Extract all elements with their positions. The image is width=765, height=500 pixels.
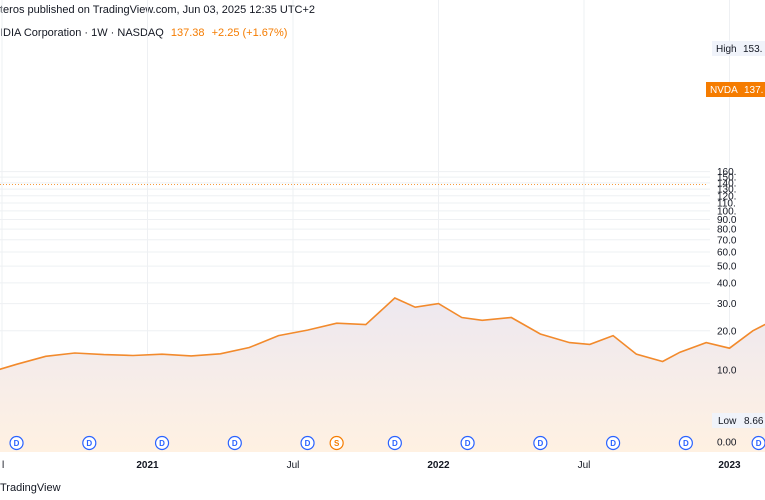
event-letter: D: [305, 439, 311, 448]
event-shape: [387, 435, 402, 451]
event-letter: D: [232, 439, 238, 448]
y-tick-label: 20.0: [717, 326, 737, 337]
price-area-fill: [0, 298, 765, 452]
event-shape: [227, 435, 242, 451]
event-marker-d[interactable]: D: [82, 435, 97, 451]
x-tick-label: 2023: [718, 460, 741, 471]
y-tick-label: 50.0: [717, 262, 737, 273]
event-markers: DDDDDSDDDDDDDDEEEEEEEDD: [9, 435, 765, 451]
event-shape: [154, 435, 170, 451]
high-label: High: [716, 44, 737, 55]
low-value: 8.66: [744, 416, 764, 427]
y-tick-label: 30.0: [717, 299, 737, 310]
tradingview-brand: TradingView: [0, 482, 61, 494]
symbol-name: IDIA Corporation · 1W · NASDAQ: [0, 27, 164, 39]
event-marker-d[interactable]: D: [460, 435, 475, 451]
event-shape: [329, 435, 344, 451]
event-letter: D: [610, 439, 616, 448]
high-tag: High 153.: [712, 41, 765, 56]
y-tick-label: 0.00: [717, 438, 737, 449]
y-tick-label: 110.: [717, 199, 736, 210]
nvda-value: 137.: [744, 85, 763, 96]
event-letter: D: [683, 439, 689, 448]
nvda-price-tag: NVDA 137.: [706, 82, 765, 97]
price-chart[interactable]: 160.150.140.130.120.110.100.90.080.070.0…: [0, 0, 765, 480]
y-tick-label: 100.: [717, 206, 736, 217]
event-marker-d[interactable]: D: [751, 435, 765, 451]
x-tick-label: l: [2, 460, 4, 471]
event-marker-d[interactable]: D: [605, 435, 621, 451]
event-letter: S: [334, 439, 340, 448]
low-label: Low: [718, 416, 737, 427]
event-shape: [678, 435, 693, 451]
y-tick-label: 40.0: [717, 278, 737, 289]
symbol-legend: IDIA Corporation · 1W · NASDAQ 137.38 +2…: [0, 27, 287, 39]
event-shape: [300, 435, 315, 451]
event-marker-d[interactable]: D: [154, 435, 170, 451]
event-shape: [751, 435, 765, 451]
last-price: 137.38: [170, 27, 205, 39]
event-marker-d[interactable]: D: [533, 435, 548, 451]
event-letter: D: [159, 439, 165, 448]
x-tick-label: 2021: [136, 460, 159, 471]
event-shape: [9, 435, 24, 451]
y-tick-label: 140.: [717, 178, 736, 189]
y-tick-label: 70.0: [717, 235, 737, 246]
event-shape: [82, 435, 97, 451]
event-marker-d[interactable]: D: [227, 435, 242, 451]
event-letter: D: [86, 439, 92, 448]
x-axis: l2021Jul2022Jul2023Jul2024Jul2025Jul: [2, 460, 741, 471]
y-tick-label: 80.0: [717, 225, 737, 236]
y-tick-label: 160.: [717, 167, 736, 178]
event-marker-d[interactable]: D: [678, 435, 693, 451]
y-tick-label: 90.0: [717, 215, 737, 226]
event-shape: [533, 435, 548, 451]
x-tick-label: Jul: [287, 460, 300, 471]
y-tick-label: 120.: [717, 191, 736, 202]
event-letter: D: [465, 439, 471, 448]
event-marker-d[interactable]: D: [9, 435, 24, 451]
y-tick-label: 150.: [717, 173, 736, 184]
event-marker-d[interactable]: D: [300, 435, 315, 451]
price-line: [0, 297, 765, 371]
high-value: 153.: [743, 44, 762, 55]
y-tick-label: 130.: [717, 185, 736, 196]
x-tick-label: 2022: [427, 460, 450, 471]
event-marker-d[interactable]: D: [387, 435, 402, 451]
nvda-label: NVDA: [710, 85, 738, 96]
y-tick-label: 10.0: [717, 365, 737, 376]
event-marker-s[interactable]: S: [329, 435, 344, 451]
event-shape: [460, 435, 475, 451]
event-shape: [605, 435, 621, 451]
event-letter: D: [537, 439, 543, 448]
price-change: +2.25 (+1.67%): [211, 27, 288, 39]
y-axis: 160.150.140.130.120.110.100.90.080.070.0…: [717, 167, 737, 448]
published-line: teros published on TradingView.com, Jun …: [0, 4, 316, 16]
low-tag: Low 8.66: [712, 413, 765, 428]
event-letter: D: [14, 439, 20, 448]
event-letter: D: [392, 439, 398, 448]
x-tick-label: Jul: [578, 460, 591, 471]
y-tick-label: 60.0: [717, 247, 737, 258]
event-letter: D: [756, 439, 762, 448]
